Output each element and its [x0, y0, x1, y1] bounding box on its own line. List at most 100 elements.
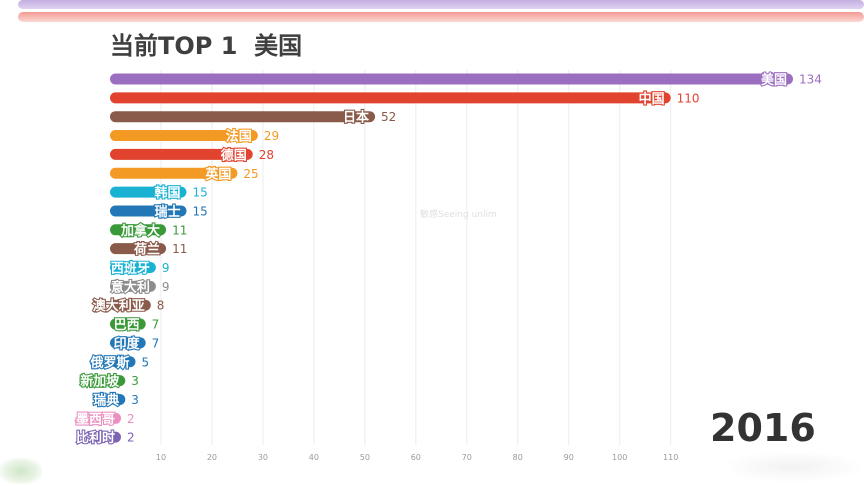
chart-title: 当前TOP 1 美国 [110, 26, 302, 61]
x-tick-label: 70 [462, 453, 472, 462]
bar-value-label: 7 [152, 318, 160, 332]
bar-row: 德国 28 [110, 146, 274, 164]
bar-category-label: 荷兰 [133, 242, 160, 258]
bar-category-label: 巴西 [114, 318, 140, 333]
bar-row: 瑞士 15 [110, 203, 208, 221]
bar-row: 法国 29 [110, 127, 279, 146]
bar-value-label: 7 [152, 336, 160, 350]
bar-row: 美国 134 [110, 71, 822, 89]
bar-value-label: 15 [192, 204, 207, 218]
bar-value-label: 8 [157, 299, 165, 313]
bar [110, 148, 253, 160]
corner-decor [726, 452, 862, 482]
bar-category-label: 法国 [226, 129, 252, 145]
x-tick-label: 50 [360, 453, 370, 462]
bar [110, 412, 121, 424]
bar-value-label: 9 [162, 280, 170, 294]
bar-row: 比利时 2 [75, 429, 135, 447]
bar-category-label: 印度 [114, 336, 141, 352]
bar-row: 意大利 9 [110, 278, 170, 296]
bar [110, 243, 167, 255]
bar-row: 巴西 7 [110, 317, 160, 334]
bar-category-label: 澳大利亚 [93, 298, 145, 314]
bar-category-label: 美国 [761, 72, 787, 88]
bar [110, 73, 793, 85]
bar [110, 318, 146, 330]
bar-row: 韩国 15 [110, 184, 208, 202]
bar-row: 墨西哥 2 [75, 410, 135, 428]
title-top-country: 美国 [254, 32, 303, 60]
bar [110, 111, 376, 123]
bar-row: 英国 25 [110, 165, 259, 183]
bar-category-label: 德国 [221, 147, 247, 163]
bar-category-label: 加拿大 [120, 223, 160, 239]
bar-value-label: 9 [162, 261, 170, 275]
bar-value-label: 29 [264, 129, 279, 143]
bar-row: 澳大利亚 8 [92, 297, 165, 315]
bar-value-label: 25 [243, 167, 258, 181]
bar [110, 393, 126, 405]
bar-value-label: 11 [172, 223, 187, 237]
bar-value-label: 110 [677, 91, 700, 105]
corner-logo [0, 458, 42, 484]
bar [110, 375, 126, 387]
bar [110, 224, 167, 236]
bar [110, 431, 121, 443]
x-tick-label: 100 [612, 453, 627, 462]
x-tick-label: 30 [258, 453, 268, 462]
bar-category-label: 英国 [204, 166, 231, 182]
x-tick-label: 10 [156, 453, 166, 462]
bar-value-label: 2 [127, 412, 135, 426]
bar-value-label: 52 [381, 110, 396, 124]
title-prefix: 当前TOP 1 [110, 32, 255, 60]
watermark: 敏感Seeing unlim [420, 210, 497, 220]
x-tick-label: 20 [207, 453, 217, 462]
bar [110, 262, 156, 273]
bar [110, 205, 187, 217]
bar-row: 加拿大 11 [110, 222, 187, 240]
bar-value-label: 3 [131, 374, 139, 388]
bar [110, 356, 136, 368]
bar-value-label: 5 [141, 355, 149, 369]
bar-value-label: 134 [799, 73, 822, 87]
top-decor-stripe-red [18, 12, 864, 22]
bar-row: 瑞典 3 [92, 391, 139, 409]
bar-value-label: 11 [172, 242, 187, 256]
x-tick-label: 40 [309, 453, 319, 462]
bar-category-label: 墨西哥 [76, 411, 115, 427]
bar-category-label: 比利时 [76, 430, 115, 446]
bar [110, 280, 156, 292]
bar-row: 西班牙 9 [110, 259, 170, 277]
bar-category-label: 瑞典 [93, 392, 119, 408]
bar-category-label: 俄罗斯 [89, 355, 129, 371]
x-tick-label: 90 [564, 453, 574, 462]
bar-row: 日本 52 [110, 109, 396, 127]
bar-category-label: 瑞士 [154, 204, 180, 220]
bar-value-label: 3 [131, 393, 139, 407]
bar-row: 荷兰 11 [110, 241, 187, 259]
bar-category-label: 中国 [639, 91, 665, 107]
bar-category-label: 日本 [343, 110, 369, 126]
bar [110, 92, 671, 104]
year-label: 2016 [710, 406, 816, 450]
bar-category-label: 新加坡 [80, 374, 120, 390]
bar-row: 中国 110 [110, 90, 700, 108]
top-decor-stripe-purple [18, 0, 864, 9]
bar [110, 186, 187, 198]
bar-row: 俄罗斯 5 [88, 354, 149, 372]
bar [110, 299, 151, 311]
x-tick-label: 80 [513, 453, 523, 462]
x-tick-label: 110 [663, 453, 678, 462]
bar-row: 新加坡 3 [79, 373, 139, 391]
x-tick-label: 60 [411, 453, 421, 462]
bar [110, 130, 258, 142]
bar-row: 印度 7 [110, 335, 160, 353]
bar [110, 167, 238, 179]
bar [110, 337, 146, 349]
bar-value-label: 28 [259, 148, 274, 162]
bar-value-label: 15 [192, 186, 207, 200]
bar-category-label: 西班牙 [111, 261, 150, 277]
bar-category-label: 意大利 [111, 279, 150, 295]
bar-category-label: 韩国 [154, 185, 180, 201]
